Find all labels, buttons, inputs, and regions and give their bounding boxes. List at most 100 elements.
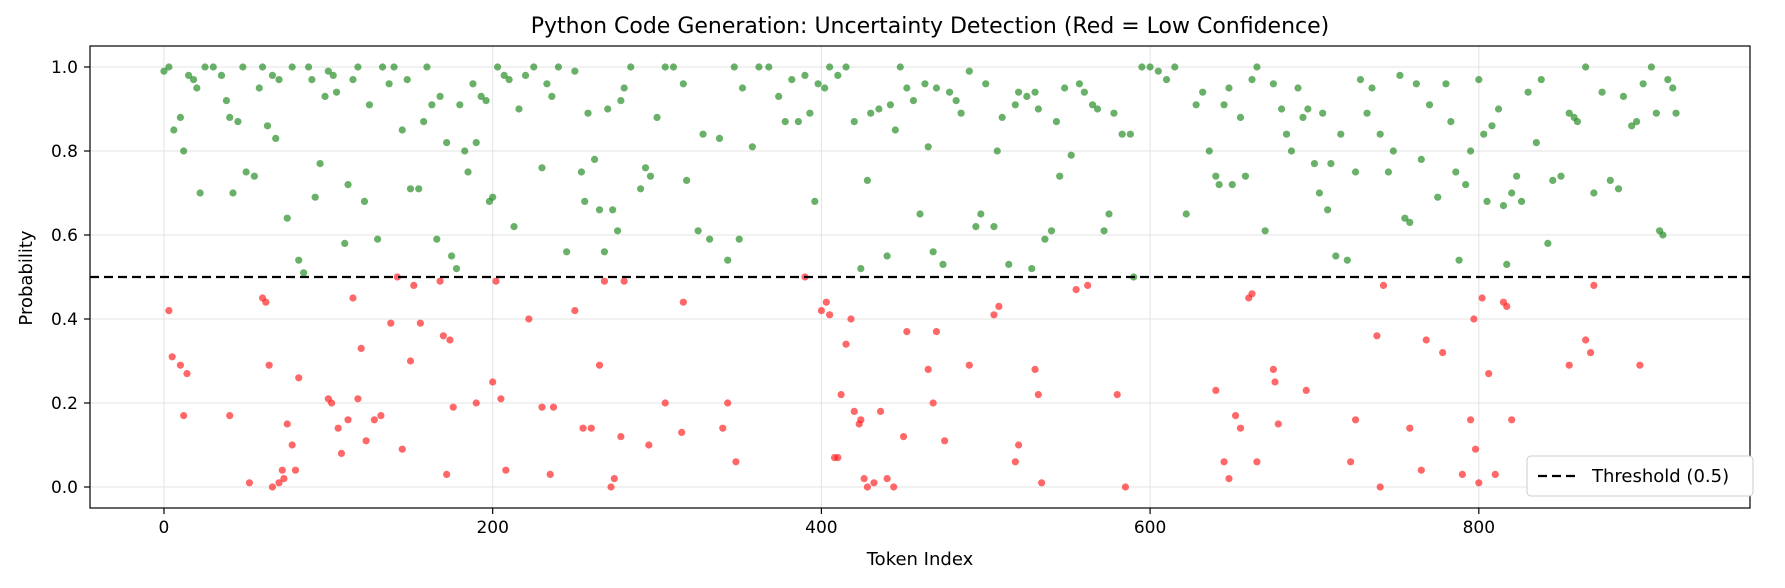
data-point <box>196 189 204 197</box>
legend: Threshold (0.5) <box>1526 455 1754 497</box>
data-point <box>1118 130 1126 138</box>
data-point <box>875 105 883 113</box>
data-point <box>189 76 198 84</box>
data-point <box>826 63 834 71</box>
data-point <box>1248 76 1256 84</box>
y-tick-label: 1.0 <box>51 58 78 78</box>
data-point <box>738 84 747 92</box>
data-point <box>1015 441 1023 449</box>
data-point <box>415 185 423 193</box>
data-point <box>316 160 324 168</box>
data-point <box>255 84 263 92</box>
data-point <box>817 307 825 315</box>
data-point <box>1462 181 1470 189</box>
data-point <box>239 63 247 71</box>
data-point <box>538 403 546 411</box>
data-point <box>1192 101 1200 109</box>
legend-threshold-label: Threshold (0.5) <box>1591 466 1729 487</box>
data-point <box>924 365 932 373</box>
data-point <box>952 97 960 105</box>
data-point <box>1672 109 1680 117</box>
data-point <box>941 437 949 445</box>
data-point <box>748 143 756 151</box>
data-point <box>1491 470 1499 478</box>
data-point <box>1028 265 1036 273</box>
data-point <box>1269 80 1277 88</box>
data-point <box>1347 458 1355 466</box>
data-point <box>280 475 288 483</box>
data-point <box>398 126 406 134</box>
data-point <box>811 197 819 205</box>
data-point <box>806 109 814 117</box>
data-point <box>1598 88 1606 96</box>
data-point <box>1537 76 1545 84</box>
data-point <box>724 399 732 407</box>
data-point <box>242 168 250 176</box>
data-point <box>295 256 303 264</box>
data-point <box>324 67 332 75</box>
data-point <box>1080 88 1088 96</box>
data-point <box>530 63 538 71</box>
y-tick-label: 0.0 <box>51 478 78 498</box>
data-point <box>477 92 485 100</box>
data-point <box>1425 101 1434 109</box>
data-point <box>291 466 300 474</box>
data-point <box>1327 160 1335 168</box>
data-point <box>185 71 193 79</box>
data-point <box>735 235 743 243</box>
data-point <box>584 109 592 117</box>
data-point <box>1011 101 1019 109</box>
data-point <box>1274 420 1282 428</box>
data-point <box>571 307 579 315</box>
x-axis-label: Token Index <box>866 549 974 570</box>
data-point <box>1023 92 1031 100</box>
data-point <box>1376 483 1384 491</box>
data-point <box>1384 168 1393 176</box>
data-point <box>896 63 904 71</box>
data-point <box>1508 416 1516 424</box>
data-point <box>977 210 985 218</box>
data-point <box>1439 349 1447 357</box>
data-point <box>1639 80 1647 88</box>
data-point <box>193 84 201 92</box>
data-point <box>563 248 571 256</box>
data-point <box>1417 466 1425 474</box>
data-point <box>1582 336 1590 344</box>
data-point <box>349 294 357 302</box>
data-point <box>916 210 924 218</box>
data-point <box>525 315 533 323</box>
data-point <box>443 470 451 478</box>
data-point <box>1100 227 1108 235</box>
data-point <box>822 298 830 306</box>
data-point <box>1590 281 1598 289</box>
data-point <box>1434 193 1442 201</box>
data-point <box>719 424 727 432</box>
data-point <box>217 71 226 79</box>
data-point <box>957 109 965 117</box>
data-point <box>679 298 687 306</box>
data-point <box>1466 416 1475 424</box>
data-point <box>1356 76 1365 84</box>
data-point <box>482 97 490 105</box>
data-point <box>209 63 217 71</box>
data-point <box>543 80 551 88</box>
data-point <box>554 63 563 71</box>
data-point <box>1205 147 1213 155</box>
data-point <box>571 67 579 75</box>
data-point <box>876 407 885 415</box>
data-point <box>1632 118 1641 126</box>
data-point <box>406 357 415 365</box>
data-point <box>548 92 556 100</box>
data-point <box>1532 139 1540 147</box>
data-point <box>160 67 168 75</box>
data-point <box>1215 181 1223 189</box>
data-point <box>180 412 188 420</box>
data-point <box>1406 424 1414 432</box>
data-point <box>579 424 587 432</box>
data-point <box>180 147 188 155</box>
data-point <box>669 63 678 71</box>
data-point <box>617 97 625 105</box>
data-point <box>295 374 303 382</box>
data-point <box>176 361 184 369</box>
